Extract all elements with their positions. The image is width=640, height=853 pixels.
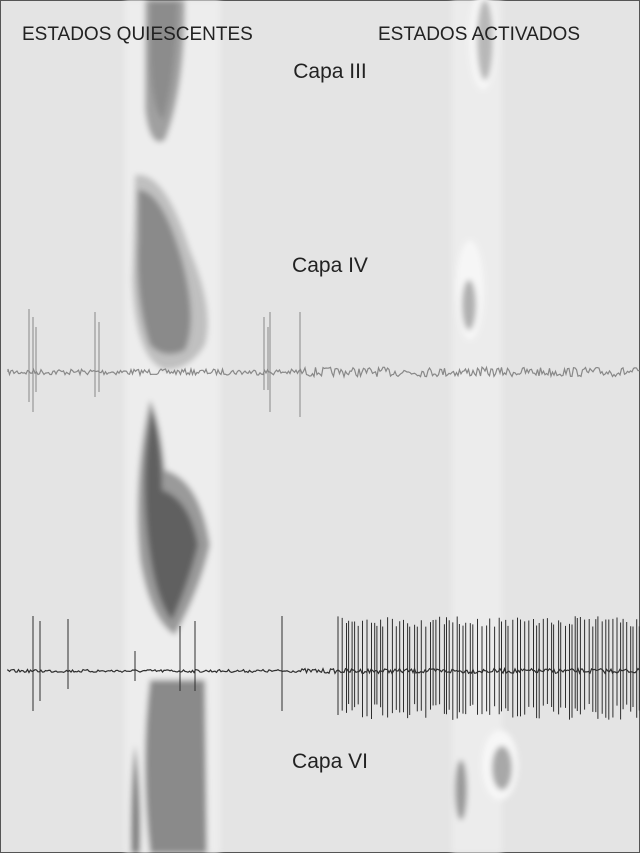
light-column	[452, 0, 502, 853]
layer-label: Capa III	[293, 60, 367, 83]
blob	[462, 280, 476, 330]
figure: ESTADOS QUIESCENTES ESTADOS ACTIVADOS Ca…	[0, 0, 640, 853]
header-left: ESTADOS QUIESCENTES	[22, 24, 253, 45]
blob	[145, 680, 207, 853]
page: ESTADOS QUIESCENTES ESTADOS ACTIVADOS Ca…	[0, 0, 640, 853]
header-right: ESTADOS ACTIVADOS	[378, 24, 580, 45]
layer-label: Capa VI	[292, 750, 368, 773]
blob	[455, 760, 467, 820]
background	[1, 1, 640, 853]
blob	[492, 746, 512, 790]
layer-label: Capa IV	[292, 254, 368, 277]
